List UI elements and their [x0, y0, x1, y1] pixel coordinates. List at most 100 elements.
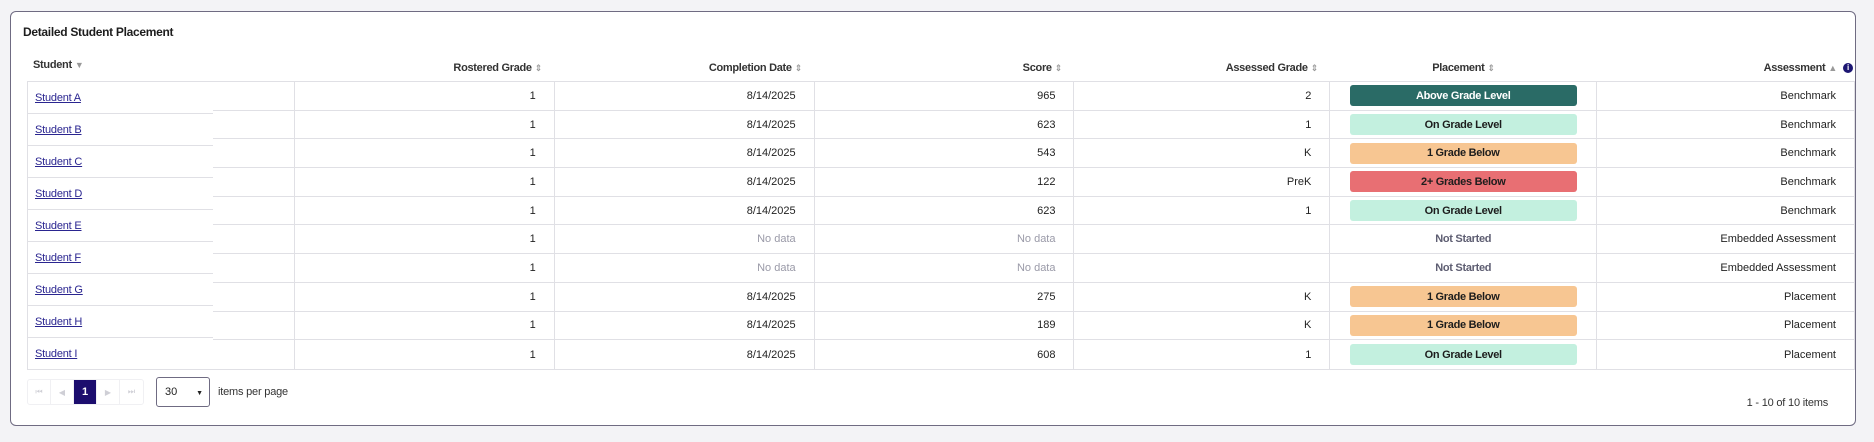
page-buttons: ⏮ ◀ 1 ▶ ⏭ — [27, 379, 144, 405]
cell-rostered-grade: 1 — [293, 196, 554, 225]
last-page-button[interactable]: ⏭ — [120, 380, 143, 404]
cell-spacer — [213, 254, 294, 282]
placement-badge: On Grade Level — [1349, 200, 1577, 222]
page-size-value: 30 — [165, 386, 178, 398]
placement-badge: 1 Grade Below — [1349, 286, 1577, 308]
cell-rostered-grade: 1 — [293, 225, 554, 254]
cell-score: 543 — [813, 139, 1074, 168]
table-row: 1 8/14/2025 543 K 1 Grade Below Benchmark — [213, 139, 1854, 169]
sort-icon: ⇕ — [1310, 62, 1319, 73]
header-assessment[interactable]: Assessment ▲ i — [1597, 62, 1855, 74]
first-page-button[interactable]: ⏮ — [28, 380, 51, 404]
placement-table: Rostered Grade ⇕ Completion Date ⇕ Score ⇕ … — [213, 54, 1855, 370]
student-link[interactable]: Student I — [35, 347, 78, 360]
cell-placement: Not Started — [1329, 254, 1596, 282]
page-size-select[interactable]: 30 ▼ — [156, 377, 210, 407]
cell-rostered-grade: 1 — [293, 82, 554, 110]
cell-assessment: Benchmark — [1596, 82, 1854, 110]
cell-rostered-grade: 1 — [293, 311, 554, 340]
cell-placement: 2+ Grades Below — [1329, 168, 1596, 196]
first-page-icon: ⏮ — [35, 387, 43, 396]
cell-assessment: Placement — [1596, 311, 1854, 340]
placement-badge: 1 Grade Below — [1349, 314, 1577, 336]
cell-assessed-grade: 1 — [1073, 196, 1329, 225]
next-page-icon: ▶ — [104, 387, 112, 397]
page-1-button[interactable]: 1 — [74, 380, 97, 404]
student-link[interactable]: Student F — [35, 251, 81, 264]
student-row: Student B — [28, 114, 213, 146]
cell-completion-date: 8/14/2025 — [553, 340, 814, 369]
student-link[interactable]: Student H — [35, 315, 83, 328]
student-row: Student C — [28, 146, 213, 178]
student-list: Student A Student B Student C Student D Stud… — [27, 81, 213, 370]
cell-score: 189 — [813, 311, 1074, 340]
header-placement[interactable]: Placement ⇕ — [1432, 61, 1495, 74]
cell-placement: Above Grade Level — [1329, 82, 1596, 110]
info-icon[interactable]: i — [1843, 62, 1853, 73]
header-score[interactable]: Score ⇕ — [1022, 61, 1063, 74]
student-row: Student I — [28, 338, 213, 370]
table-row: 1 No data No data Not Started Embedded Asses… — [213, 225, 1854, 255]
placement-badge: On Grade Level — [1349, 344, 1577, 366]
cell-rostered-grade: 1 — [293, 168, 554, 196]
cell-spacer — [213, 197, 294, 225]
cell-completion-date: 8/14/2025 — [553, 139, 814, 168]
cell-spacer — [213, 111, 294, 139]
cell-rostered-grade: 1 — [293, 282, 554, 311]
cell-spacer — [213, 225, 294, 253]
student-link[interactable]: Student A — [35, 91, 81, 104]
cell-completion-date: 8/14/2025 — [553, 311, 814, 340]
cell-rostered-grade: 1 — [293, 254, 554, 282]
cell-assessment: Embedded Assessment — [1596, 225, 1854, 254]
placement-badge: Above Grade Level — [1349, 85, 1577, 107]
cell-assessment: Benchmark — [1596, 110, 1854, 139]
student-link[interactable]: Student C — [35, 155, 83, 168]
cell-completion-date: 8/14/2025 — [553, 82, 814, 110]
placement-badge: 2+ Grades Below — [1349, 171, 1577, 193]
cell-placement: On Grade Level — [1329, 340, 1596, 369]
prev-page-button[interactable]: ◀ — [51, 380, 74, 404]
cell-placement: 1 Grade Below — [1329, 282, 1596, 311]
student-link[interactable]: Student G — [35, 283, 83, 296]
cell-completion-date: 8/14/2025 — [553, 196, 814, 225]
cell-spacer — [213, 139, 294, 167]
cell-rostered-grade: 1 — [293, 110, 554, 139]
cell-assessed-grade: PreK — [1073, 168, 1329, 196]
page-size-label: items per page — [218, 386, 288, 398]
table-row: 1 8/14/2025 608 1 On Grade Level Placement — [213, 340, 1854, 369]
cell-assessed-grade: 2 — [1073, 82, 1329, 110]
cell-assessed-grade: 1 — [1073, 110, 1329, 139]
header-rostered-grade[interactable]: Rostered Grade ⇕ — [453, 61, 542, 74]
cell-score: 275 — [813, 282, 1074, 311]
table-row: 1 8/14/2025 965 2 Above Grade Level Benchmark — [213, 82, 1854, 111]
item-count: 1 - 10 of 10 items — [1746, 397, 1829, 409]
cell-spacer — [213, 168, 294, 196]
student-link[interactable]: Student E — [35, 219, 82, 232]
header-completion-date[interactable]: Completion Date ⇕ — [708, 61, 802, 74]
cell-placement: 1 Grade Below — [1329, 311, 1596, 340]
sort-icon: ⇕ — [1054, 62, 1063, 73]
cell-assessed-grade — [1073, 254, 1329, 282]
cell-assessed-grade: K — [1073, 282, 1329, 311]
sort-desc-icon: ▼ — [74, 60, 84, 70]
table-header-row: Rostered Grade ⇕ Completion Date ⇕ Score ⇕ … — [213, 54, 1855, 81]
cell-assessment: Embedded Assessment — [1596, 254, 1854, 282]
cell-assessed-grade: K — [1073, 311, 1329, 340]
frozen-student-column: Student ▼ Student A Student B Student C Stud… — [27, 54, 213, 370]
chevron-down-icon: ▼ — [196, 390, 203, 397]
cell-completion-date: No data — [553, 254, 814, 282]
student-link[interactable]: Student B — [35, 123, 82, 136]
cell-score: No data — [813, 225, 1074, 254]
student-link[interactable]: Student D — [35, 187, 83, 200]
cell-rostered-grade: 1 — [293, 139, 554, 168]
student-row: Student D — [28, 178, 213, 210]
header-assessed-grade[interactable]: Assessed Grade ⇕ — [1225, 61, 1319, 74]
next-page-button[interactable]: ▶ — [97, 380, 120, 404]
student-row: Student A — [28, 82, 213, 114]
last-page-icon: ⏭ — [127, 387, 136, 396]
cell-score: 122 — [813, 168, 1074, 196]
header-student[interactable]: Student ▼ — [33, 59, 84, 71]
cell-spacer — [213, 82, 294, 110]
cell-assessed-grade — [1073, 225, 1329, 254]
student-row: Student G — [28, 274, 213, 306]
